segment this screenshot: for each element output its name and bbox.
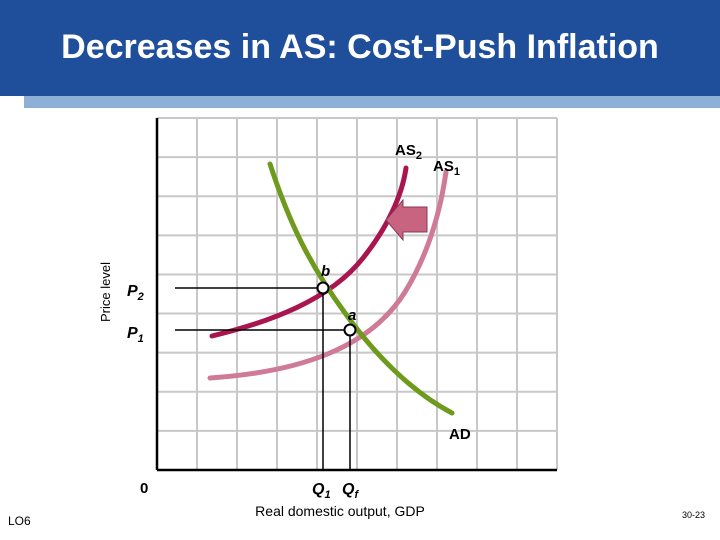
point-b-label: b	[321, 263, 330, 280]
as2-label: AS2	[395, 142, 422, 162]
equilibrium-point-a	[343, 323, 357, 337]
qf-label: Qf	[342, 481, 359, 501]
equilibrium-point-b	[316, 281, 330, 295]
as1-label: AS1	[433, 158, 460, 178]
ad-curve	[267, 161, 455, 416]
p1-label: P1	[127, 325, 144, 345]
as2-curve	[209, 165, 409, 339]
slide-title: Decreases in AS: Cost-Push Inflation	[61, 28, 659, 66]
origin-label: 0	[140, 480, 148, 497]
ad-label: AD	[449, 426, 471, 443]
learning-objective-label: LO6	[8, 514, 31, 528]
leftward-shift-arrow	[385, 198, 428, 242]
grid	[157, 117, 558, 470]
as1-curve	[207, 169, 449, 381]
point-a-label: a	[348, 307, 356, 324]
title-accent-band	[24, 96, 720, 108]
x-axis-label: Real domestic output, GDP	[255, 503, 425, 519]
q1-label: Q1	[312, 481, 331, 501]
y-axis-label: Price level	[98, 262, 113, 322]
page-number: 30-23	[682, 510, 706, 520]
p2-label: P2	[127, 283, 144, 303]
title-bar	[0, 0, 720, 96]
